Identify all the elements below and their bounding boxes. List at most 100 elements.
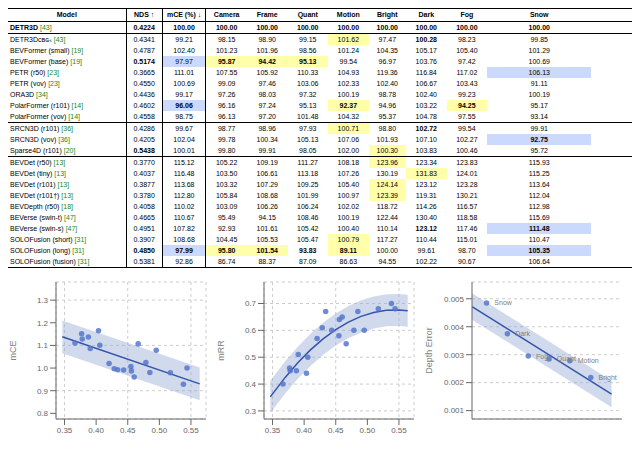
svg-text:0.50: 0.50 [152, 426, 168, 435]
html-text:0.4341: 0.4341 [133, 36, 155, 43]
svg-text:0.8: 0.8 [37, 409, 49, 418]
html-text:97.97: 97.97 [175, 58, 193, 65]
html-text:DETR3Dᴄʙɢₛ [43]: DETR3Dᴄʙɢₛ [43] [10, 36, 66, 43]
html-text:100.00: 100.00 [216, 24, 238, 31]
html-text:100.00: 100.00 [173, 24, 195, 31]
svg-text:0.001: 0.001 [444, 406, 465, 415]
html-text:100.00: 100.00 [376, 24, 398, 31]
html-text:105.17: 105.17 [415, 47, 437, 54]
html-text:119.36: 119.36 [376, 69, 398, 76]
html-text:Fog: Fog [460, 11, 474, 18]
html-text:Snow: Snow [529, 11, 549, 18]
svg-text:Bright: Bright [599, 374, 617, 382]
html-text:Motion: Motion [336, 11, 360, 18]
html-text:100.00: 100.00 [297, 24, 319, 31]
html-text:Frame: Frame [256, 11, 278, 18]
svg-text:Depth Error: Depth Error [424, 327, 434, 374]
html-text:98.56: 98.56 [299, 47, 317, 54]
html-text:100.00: 100.00 [456, 24, 478, 31]
svg-text:0.5: 0.5 [245, 353, 257, 362]
html-text:104.35: 104.35 [376, 47, 398, 54]
svg-text:Quant: Quant [557, 355, 576, 363]
svg-text:1.1: 1.1 [37, 341, 49, 350]
svg-text:0.40: 0.40 [296, 426, 312, 435]
html-text:98.15: 98.15 [217, 36, 236, 43]
html-text:0.3665: 0.3665 [133, 69, 155, 76]
svg-text:mRR: mRR [216, 340, 226, 361]
html-text:NDS ↑: NDS ↑ [134, 11, 155, 18]
html-text:0.4787: 0.4787 [133, 47, 155, 54]
svg-text:1.3: 1.3 [37, 296, 49, 305]
html-text:100.69: 100.69 [528, 58, 550, 65]
html-text:96.97: 96.97 [378, 58, 397, 65]
html-text:99.85: 99.85 [530, 36, 548, 43]
html-text:99.21: 99.21 [175, 36, 193, 43]
html-text:PETR (r50) [23]: PETR (r50) [23] [10, 69, 59, 76]
svg-text:0.6: 0.6 [245, 326, 257, 335]
svg-text:mCE: mCE [8, 341, 18, 361]
html-text:100.00: 100.00 [415, 24, 437, 31]
svg-text:0.004: 0.004 [444, 323, 465, 332]
html-text:101.29: 101.29 [528, 47, 550, 54]
svg-text:0.35: 0.35 [57, 426, 73, 435]
svg-text:0.55: 0.55 [183, 426, 199, 435]
html-text:DETR3D [43]: DETR3D [43] [10, 24, 52, 31]
html-text:97.47: 97.47 [378, 36, 397, 43]
html-text:117.02: 117.02 [456, 69, 478, 76]
svg-text:0.45: 0.45 [120, 426, 136, 435]
svg-text:Fog: Fog [536, 353, 548, 361]
html-text:Dark: Dark [418, 11, 435, 18]
svg-text:0.005: 0.005 [444, 295, 465, 304]
html-text:0.5174: 0.5174 [133, 58, 155, 65]
svg-text:0.3: 0.3 [245, 407, 257, 416]
svg-text:0.50: 0.50 [360, 426, 376, 435]
html-text:100.00: 100.00 [256, 24, 278, 31]
svg-text:0.55: 0.55 [391, 426, 407, 435]
html-text:0.4224: 0.4224 [133, 24, 155, 31]
html-text:100.00: 100.00 [528, 24, 550, 31]
html-text:Model: Model [56, 11, 77, 18]
html-text:97.42: 97.42 [458, 58, 476, 65]
svg-text:1.2: 1.2 [37, 319, 49, 328]
html-text:95.13: 95.13 [299, 58, 317, 65]
html-text:105.40: 105.40 [456, 47, 478, 54]
html-text:101.23: 101.23 [216, 47, 238, 54]
svg-text:0.003: 0.003 [444, 351, 465, 360]
html-text:110.33: 110.33 [297, 69, 319, 76]
html-text:100.00: 100.00 [337, 24, 359, 31]
html-text:103.76: 103.76 [415, 58, 437, 65]
html-text:Quant: Quant [297, 11, 318, 18]
svg-text:0.4: 0.4 [245, 380, 257, 389]
html-text:98.90: 98.90 [258, 36, 276, 43]
html-text:98.23: 98.23 [458, 36, 476, 43]
html-text:116.84: 116.84 [415, 69, 437, 76]
svg-text:0.35: 0.35 [265, 426, 281, 435]
svg-text:Dark: Dark [515, 330, 530, 337]
html-text:102.40: 102.40 [173, 47, 195, 54]
html-text:Bright: Bright [377, 11, 398, 18]
svg-text:0.9: 0.9 [37, 387, 49, 396]
html-text:94.42: 94.42 [258, 58, 276, 65]
html-text:100.28: 100.28 [415, 36, 437, 43]
html-text:99.15: 99.15 [299, 36, 317, 43]
svg-text:0.40: 0.40 [88, 426, 104, 435]
html-text:104.93: 104.93 [337, 69, 359, 76]
html-text:105.92: 105.92 [256, 69, 278, 76]
svg-text:0.45: 0.45 [328, 426, 344, 435]
html-text:BEVFormer (small) [19]: BEVFormer (small) [19] [10, 47, 84, 54]
html-text:107.55: 107.55 [216, 69, 238, 76]
html-text:101.24: 101.24 [337, 47, 359, 54]
svg-text:Snow: Snow [494, 299, 512, 306]
html-text:101.96: 101.96 [256, 47, 278, 54]
svg-text:Motion: Motion [578, 357, 599, 364]
html-text:mCE (%) ↓: mCE (%) ↓ [167, 11, 202, 18]
html-text:95.87: 95.87 [217, 58, 236, 65]
html-text:99.54: 99.54 [339, 58, 358, 65]
html-text:Camera: Camera [213, 11, 240, 18]
svg-text:0.7: 0.7 [245, 299, 257, 308]
html-text:BEVFormer (base) [19]: BEVFormer (base) [19] [10, 58, 82, 65]
svg-text:1.0: 1.0 [37, 364, 49, 373]
html-text:101.62: 101.62 [337, 36, 359, 43]
html-text:111.01: 111.01 [173, 69, 195, 76]
svg-text:0.002: 0.002 [444, 378, 465, 387]
